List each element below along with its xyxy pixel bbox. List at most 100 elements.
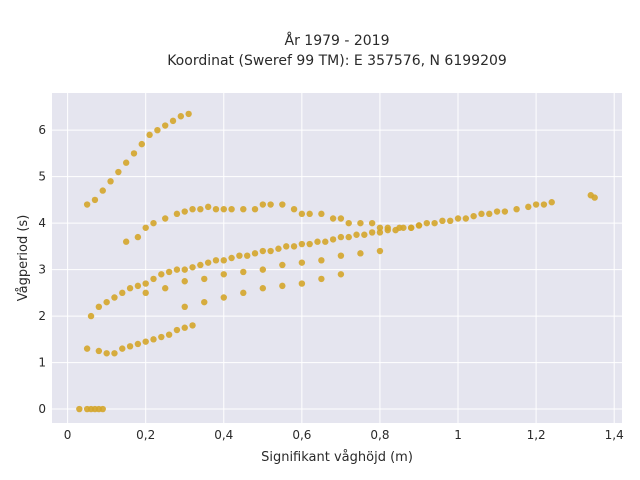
x-tick-label: 0,4 [214, 428, 233, 442]
y-tick-label: 5 [38, 170, 46, 184]
data-point [251, 250, 259, 257]
data-point [361, 231, 368, 238]
data-point [181, 278, 188, 285]
data-point [189, 264, 196, 271]
data-point [142, 224, 149, 231]
data-point [107, 178, 114, 185]
data-point [201, 275, 208, 283]
data-point [204, 203, 212, 211]
data-point [83, 345, 91, 352]
data-point [501, 208, 509, 215]
data-point [173, 326, 181, 334]
data-points [76, 110, 598, 413]
data-point [439, 217, 446, 225]
data-point [259, 247, 267, 255]
data-point [162, 285, 169, 292]
x-tick-label: 0,6 [292, 428, 311, 442]
y-tick-label: 6 [38, 123, 46, 137]
data-point [87, 312, 95, 320]
data-point [119, 289, 126, 297]
x-tick-label: 0,8 [370, 428, 389, 442]
data-point [368, 229, 376, 236]
data-point [298, 240, 306, 248]
data-point [142, 338, 149, 345]
data-point [329, 236, 337, 243]
data-point [318, 210, 325, 218]
y-tick-label: 4 [38, 216, 46, 230]
data-point [142, 280, 149, 287]
data-point [181, 266, 188, 273]
data-point [204, 259, 212, 266]
y-tick-label: 0 [38, 402, 46, 416]
data-point [493, 208, 501, 215]
data-point [134, 340, 142, 348]
data-point [189, 205, 196, 213]
data-point [197, 261, 204, 269]
data-point [126, 285, 134, 292]
data-point [447, 217, 454, 225]
data-point [173, 210, 181, 218]
x-tick-label: 1,2 [527, 428, 546, 442]
data-point [267, 201, 274, 208]
data-point [99, 405, 106, 413]
x-tick-label: 1 [454, 428, 462, 442]
plot-area [52, 93, 622, 423]
data-point [337, 215, 345, 222]
data-point [279, 261, 286, 269]
x-tick-label: 1,4 [605, 428, 624, 442]
data-point [540, 201, 548, 208]
data-point [134, 233, 142, 241]
data-point [189, 322, 196, 329]
data-point [513, 205, 520, 213]
data-point [376, 247, 384, 255]
data-point [240, 268, 247, 276]
data-point [115, 168, 122, 176]
data-point [470, 212, 477, 220]
data-point [275, 245, 282, 252]
data-point [298, 210, 306, 218]
data-point [337, 233, 345, 241]
x-axis-label: Signifikant våghöjd (m) [261, 450, 413, 465]
data-point [591, 194, 598, 201]
data-point [532, 201, 540, 208]
data-point [376, 224, 384, 231]
data-point [423, 219, 430, 227]
data-point [298, 280, 306, 287]
data-point [345, 219, 352, 227]
data-point [150, 336, 157, 343]
data-point [162, 122, 169, 129]
data-point [119, 345, 126, 352]
data-point [111, 294, 118, 301]
data-point [122, 238, 130, 245]
data-point [162, 215, 169, 222]
data-point [548, 199, 555, 206]
data-point [150, 275, 157, 283]
y-tick-label: 2 [38, 309, 46, 323]
data-point [345, 233, 352, 241]
data-point [357, 219, 364, 227]
data-point [244, 252, 251, 259]
data-point [197, 205, 204, 213]
y-tick-label: 3 [38, 263, 46, 277]
data-point [306, 210, 313, 218]
data-point [259, 201, 267, 208]
data-point [415, 222, 423, 229]
data-point [99, 187, 106, 194]
data-point [279, 282, 286, 290]
data-point [134, 282, 142, 290]
data-point [486, 210, 493, 218]
data-point [158, 271, 165, 278]
data-point [337, 252, 345, 259]
data-point [220, 205, 227, 213]
data-point [279, 201, 286, 208]
data-point [431, 219, 438, 227]
data-point [177, 113, 185, 120]
data-point [181, 208, 188, 215]
data-point [462, 215, 470, 222]
x-tick-label: 0,2 [136, 428, 155, 442]
data-point [142, 289, 149, 297]
data-point [240, 205, 247, 213]
data-point [181, 303, 188, 311]
data-point [318, 257, 325, 264]
